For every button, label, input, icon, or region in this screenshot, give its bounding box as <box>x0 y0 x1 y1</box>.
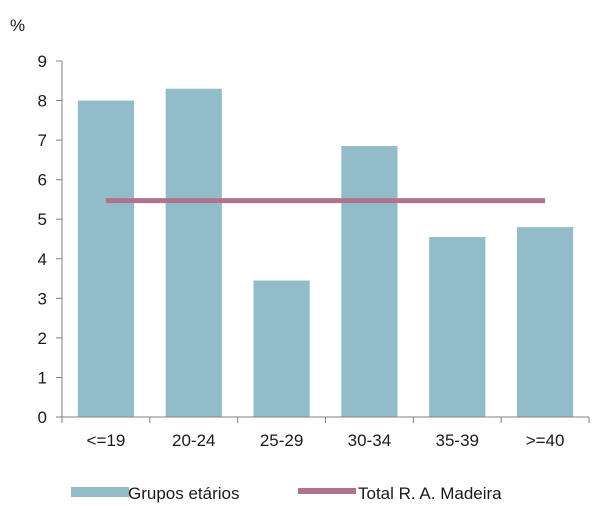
y-tick-label: 1 <box>38 368 47 387</box>
bar <box>77 100 135 418</box>
y-tick-label: 9 <box>38 52 47 71</box>
legend-label-line: Total R. A. Madeira <box>358 484 502 503</box>
y-tick-label: 7 <box>38 131 47 150</box>
x-tick-label: 35-39 <box>436 431 479 450</box>
bar <box>253 280 310 417</box>
legend-swatch-bars <box>71 487 129 497</box>
legend-label-bars: Grupos etários <box>128 484 240 503</box>
y-tick-label: 8 <box>38 92 47 111</box>
legend: Grupos etários Total R. A. Madeira <box>71 484 502 503</box>
x-axis-labels: <=19 20-24 25-29 30-34 35-39 >=40 <box>87 431 565 450</box>
bars <box>77 88 574 418</box>
bar <box>516 227 574 417</box>
y-tick-label: 0 <box>38 408 47 427</box>
bar <box>165 88 222 417</box>
y-tick-label: 6 <box>38 171 47 190</box>
bar <box>429 237 486 417</box>
bar <box>341 146 398 418</box>
y-axis-ticks: 0 1 2 3 4 5 6 7 8 9 <box>38 52 62 427</box>
y-tick-label: 5 <box>38 210 47 229</box>
y-tick-label: 2 <box>38 329 47 348</box>
x-tick-label: 20-24 <box>172 431 215 450</box>
x-tick-label: <=19 <box>87 431 126 450</box>
x-tick-label: 30-34 <box>348 431 391 450</box>
y-tick-label: 3 <box>38 289 47 308</box>
x-tick-label: 25-29 <box>260 431 303 450</box>
x-tick-label: >=40 <box>526 431 565 450</box>
y-tick-label: 4 <box>38 250 47 269</box>
legend-swatch-line <box>298 488 356 494</box>
y-unit-label: % <box>10 16 25 35</box>
axes <box>61 61 590 423</box>
